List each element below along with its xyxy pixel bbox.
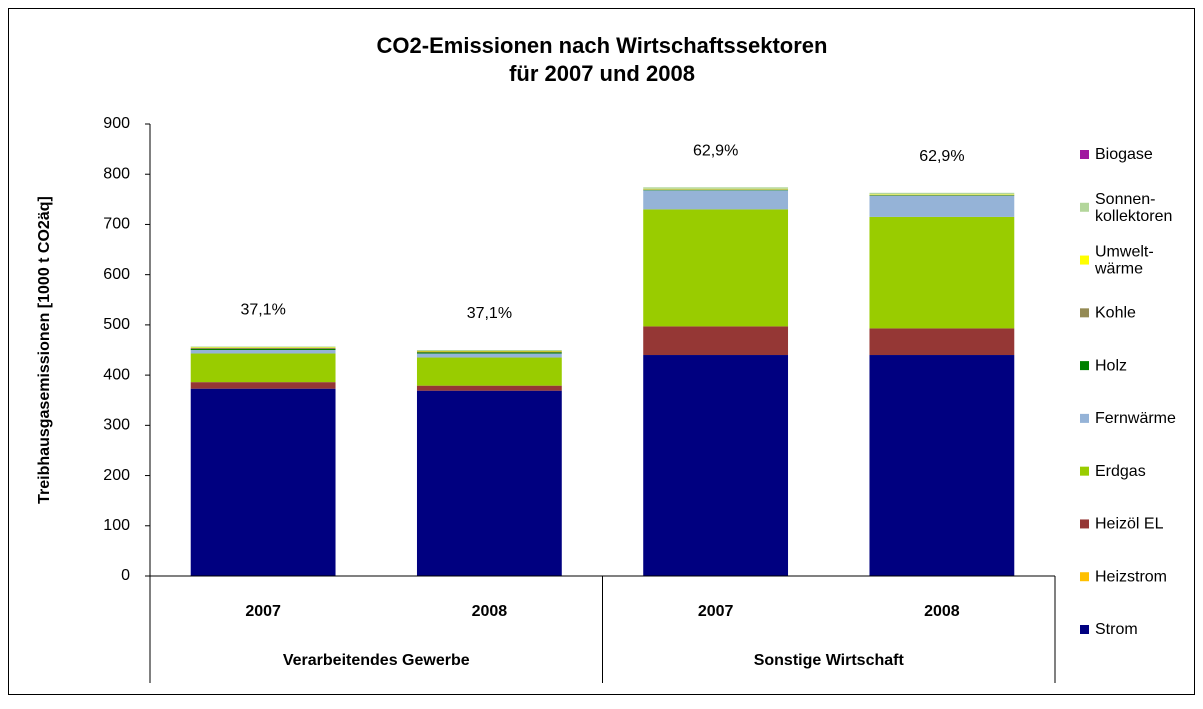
bar-segment — [643, 189, 789, 190]
legend-swatch — [1080, 361, 1089, 371]
legend-label: Strom — [1095, 621, 1138, 638]
y-tick-label: 200 — [103, 467, 130, 484]
bar-segment — [869, 355, 1015, 576]
bar-label: 62,9% — [919, 148, 964, 165]
y-tick-label: 800 — [103, 165, 130, 182]
bar-segment — [190, 347, 336, 349]
bar-segment — [869, 216, 1015, 329]
bar-segment — [190, 388, 336, 576]
bar-segment — [869, 195, 1015, 196]
bar-segment — [643, 188, 789, 190]
legend-label: Kohle — [1095, 305, 1136, 322]
bar-segment — [416, 385, 562, 391]
bar-segment — [190, 347, 336, 348]
y-tick-label: 500 — [103, 316, 130, 333]
legend-label: Sonnen-kollektoren — [1095, 191, 1172, 225]
legend-swatch — [1080, 519, 1089, 529]
group-label: Sonstige Wirtschaft — [754, 652, 905, 669]
x-tick-label: 2007 — [245, 603, 281, 620]
bar-segment — [416, 351, 562, 353]
bar-segment — [643, 190, 789, 210]
y-tick-label: 300 — [103, 417, 130, 434]
x-tick-label: 2008 — [472, 603, 508, 620]
bar-segment — [416, 357, 562, 386]
bar-segment — [416, 353, 562, 358]
bar-segment — [869, 194, 1015, 196]
legend-swatch — [1080, 625, 1089, 634]
legend-label: Biogase — [1095, 146, 1153, 163]
legend-label: Heizstrom — [1095, 568, 1167, 585]
y-tick-label: 400 — [103, 366, 130, 383]
bar-segment — [869, 195, 1015, 217]
y-tick-label: 0 — [121, 567, 130, 584]
legend-label: Heizöl EL — [1095, 516, 1164, 533]
bar-segment — [190, 350, 336, 354]
bar-segment — [190, 346, 336, 348]
chart-title: CO2-Emissionen nach Wirtschaftssektoren f… — [377, 33, 828, 86]
y-tick-label: 900 — [103, 115, 130, 132]
bar-label: 37,1% — [467, 305, 512, 322]
bar-segment — [416, 352, 562, 354]
legend-swatch — [1080, 572, 1089, 582]
legend-label: Umwelt-wärme — [1094, 244, 1154, 278]
bar-segment — [190, 382, 336, 389]
group-label: Verarbeitendes Gewerbe — [283, 652, 470, 669]
chart-border — [8, 8, 1195, 695]
legend-label: Fernwärme — [1095, 410, 1176, 427]
bar-segment — [869, 192, 1015, 195]
legend-swatch — [1080, 308, 1089, 318]
bar-segment — [190, 353, 336, 383]
bar-segment — [643, 189, 789, 191]
bar-segment — [416, 351, 562, 352]
bar-label: 62,9% — [693, 142, 738, 159]
bar-segment — [869, 194, 1015, 195]
legend-swatch — [1080, 150, 1089, 159]
bar-segment — [869, 328, 1015, 356]
y-axis-label: Treibhausgasemissionen [1000 t CO2äq] — [36, 196, 53, 504]
bar-label: 37,1% — [240, 302, 285, 319]
y-tick-label: 700 — [103, 216, 130, 233]
bar-segment — [643, 326, 789, 356]
legend-swatch — [1080, 202, 1089, 212]
legend-swatch — [1080, 466, 1089, 476]
x-tick-label: 2007 — [698, 603, 734, 620]
bar-segment — [643, 187, 789, 189]
bar-segment — [190, 348, 336, 350]
bar-segment — [416, 390, 562, 576]
x-tick-label: 2008 — [924, 603, 960, 620]
bar-segment — [643, 209, 789, 327]
bar-segment — [643, 355, 789, 576]
legend-label: Holz — [1095, 357, 1127, 374]
y-tick-label: 100 — [103, 517, 130, 534]
legend-label: Erdgas — [1095, 463, 1146, 480]
y-tick-label: 600 — [103, 266, 130, 283]
bar-segment — [416, 350, 562, 352]
legend-swatch — [1080, 255, 1089, 265]
legend-swatch — [1080, 413, 1089, 423]
